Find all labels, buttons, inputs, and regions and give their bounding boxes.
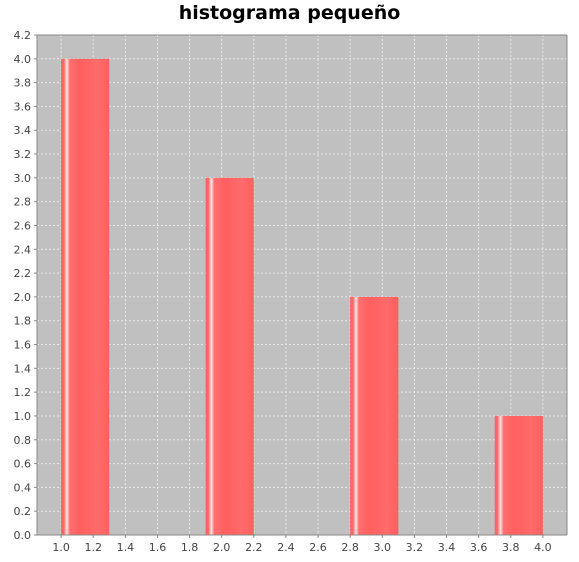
x-tick-label: 2.8 xyxy=(341,541,359,554)
y-tick-label: 3.8 xyxy=(14,77,32,90)
histogram-bar xyxy=(494,415,543,535)
y-tick-label: 1.0 xyxy=(14,410,32,423)
y-tick-label: 1.2 xyxy=(14,386,32,399)
y-tick-label: 2.6 xyxy=(14,219,32,232)
x-tick-label: 3.6 xyxy=(470,541,488,554)
y-tick-label: 1.4 xyxy=(14,362,32,375)
histogram-bar xyxy=(350,296,399,535)
x-tick-label: 1.6 xyxy=(149,541,167,554)
y-tick-label: 2.4 xyxy=(14,243,32,256)
x-tick-label: 2.6 xyxy=(309,541,327,554)
x-tick-label: 3.8 xyxy=(502,541,520,554)
y-tick-label: 0.8 xyxy=(14,434,32,447)
y-tick-label: 0.0 xyxy=(14,529,32,542)
x-tick-label: 3.2 xyxy=(406,541,424,554)
y-tick-label: 1.8 xyxy=(14,315,32,328)
histogram-bar xyxy=(205,177,254,535)
y-tick-label: 2.0 xyxy=(14,291,32,304)
x-tick-label: 2.2 xyxy=(245,541,263,554)
x-tick-label: 3.0 xyxy=(374,541,392,554)
y-tick-label: 0.6 xyxy=(14,458,32,471)
x-tick-label: 1.8 xyxy=(181,541,199,554)
y-tick-label: 3.0 xyxy=(14,172,32,185)
x-tick-label: 3.4 xyxy=(438,541,456,554)
y-tick-label: 2.8 xyxy=(14,196,32,209)
y-tick-label: 0.4 xyxy=(14,481,32,494)
y-tick-label: 3.6 xyxy=(14,100,32,113)
y-tick-label: 3.4 xyxy=(14,124,32,137)
y-tick-label: 4.2 xyxy=(14,29,32,42)
y-tick-label: 2.2 xyxy=(14,267,32,280)
histogram-bar xyxy=(61,58,110,536)
y-tick-label: 0.2 xyxy=(14,505,32,518)
x-tick-label: 2.4 xyxy=(277,541,295,554)
plot-area xyxy=(37,35,567,535)
chart-title: histograma pequeño xyxy=(178,2,401,24)
x-tick-label: 2.0 xyxy=(213,541,231,554)
x-tick-label: 1.0 xyxy=(52,541,70,554)
x-tick-label: 1.4 xyxy=(117,541,135,554)
x-tick-label: 4.0 xyxy=(534,541,552,554)
y-tick-label: 1.6 xyxy=(14,339,32,352)
x-tick-label: 1.2 xyxy=(84,541,102,554)
y-tick-label: 3.2 xyxy=(14,148,32,161)
y-tick-label: 4.0 xyxy=(14,53,32,66)
